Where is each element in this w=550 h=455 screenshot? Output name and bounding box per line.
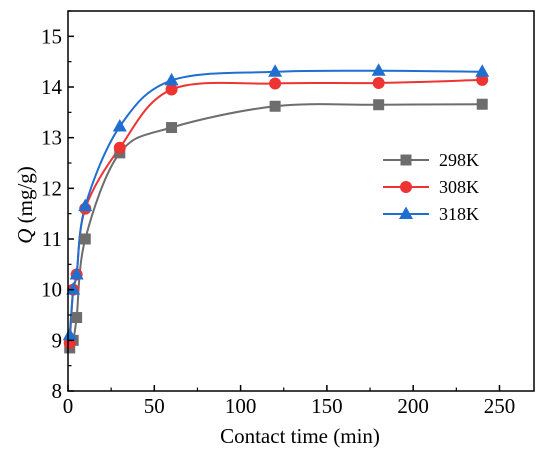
data-point-318K: [66, 282, 81, 295]
data-point-308K: [372, 76, 385, 89]
fit-curve-308K: [68, 78, 483, 343]
y-tick-label: 12: [41, 176, 62, 200]
data-point-318K: [164, 72, 179, 86]
x-tick-label: 250: [484, 394, 516, 418]
legend-item-318K: 318K: [383, 204, 479, 224]
y-tick-labels: 8 9 10 11 12 13 14 15: [41, 24, 63, 403]
y-tick-label: 15: [41, 24, 62, 48]
legend-marker: [399, 206, 413, 219]
x-tick-label: 100: [225, 394, 257, 418]
y-axis-unit: (mg/g): [13, 166, 37, 228]
x-tick-label: 50: [144, 394, 165, 418]
legend: 298K 308K 318K: [383, 150, 479, 224]
data-point-298K: [71, 312, 83, 324]
axis-ticks: [67, 10, 501, 392]
legend-marker: [400, 181, 412, 193]
x-tick-label: 200: [397, 394, 429, 418]
y-axis-symbol: Q: [13, 229, 37, 244]
data-point-318K: [62, 327, 77, 341]
data-point-318K: [268, 64, 283, 77]
legend-marker: [400, 154, 412, 166]
y-tick-label: 8: [52, 379, 63, 403]
fit-curve-298K: [68, 103, 483, 349]
data-point-308K: [165, 83, 178, 96]
data-point-308K: [113, 141, 126, 154]
y-tick-label: 13: [41, 126, 62, 150]
legend-item-308K: 308K: [383, 177, 479, 197]
plot-frame: [67, 10, 535, 392]
x-tick-labels: 0 50 100 150 200 250: [63, 394, 515, 418]
data-point-298K: [79, 233, 91, 245]
series-308K: [63, 73, 489, 349]
legend-label: 318K: [439, 204, 479, 224]
data-point-298K: [373, 99, 385, 111]
x-tick-label: 150: [311, 394, 343, 418]
data-markers: [62, 63, 490, 354]
data-point-308K: [476, 73, 489, 86]
x-tick-label: 0: [63, 394, 74, 418]
data-point-318K: [112, 119, 127, 132]
data-point-298K: [166, 122, 178, 134]
y-tick-label: 11: [42, 227, 62, 251]
y-axis-title: Q (mg/g): [13, 166, 37, 244]
legend-label: 298K: [439, 150, 479, 170]
y-tick-label: 9: [52, 328, 63, 352]
y-tick-label: 14: [41, 75, 63, 99]
data-point-318K: [475, 64, 490, 77]
fit-curves: [68, 69, 483, 349]
data-point-318K: [78, 198, 93, 212]
series-318K: [62, 63, 490, 341]
y-tick-label: 10: [41, 278, 62, 302]
legend-item-298K: 298K: [383, 150, 479, 170]
data-point-318K: [371, 63, 386, 76]
data-point-298K: [269, 100, 281, 112]
fit-curve-318K: [68, 69, 483, 336]
data-point-318K: [69, 266, 84, 280]
data-point-298K: [476, 98, 488, 110]
x-axis-title: Contact time (min): [220, 424, 380, 448]
legend-label: 308K: [439, 177, 479, 197]
data-point-308K: [269, 77, 282, 90]
